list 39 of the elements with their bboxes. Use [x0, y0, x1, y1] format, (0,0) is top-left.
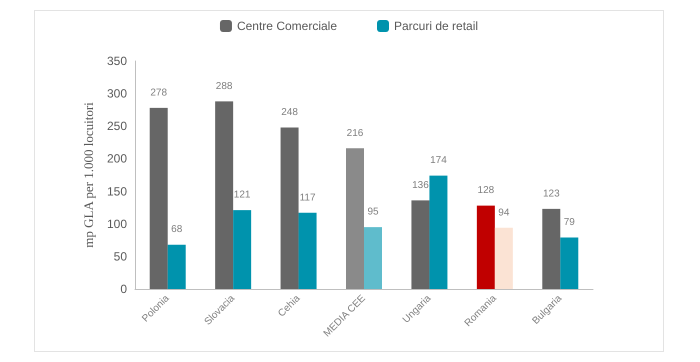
data-label: 136 [412, 180, 430, 191]
y-axis-title: mp GLA per 1.000 locuitori [81, 102, 96, 248]
bar [411, 200, 430, 289]
data-label: 121 [234, 190, 251, 201]
bar [494, 228, 513, 289]
bar [542, 208, 560, 289]
data-label: 68 [171, 224, 183, 236]
bar [560, 238, 578, 289]
y-tick-label: 350 [106, 54, 128, 68]
data-label: 123 [542, 188, 560, 200]
data-label: 117 [300, 192, 316, 204]
y-tick-label: 150 [106, 184, 128, 198]
legend-label: Parcuri de retail [394, 19, 478, 33]
y-tick-label: 100 [106, 216, 128, 231]
y-tick-label: 200 [106, 152, 128, 166]
bar [364, 227, 382, 289]
bar [476, 206, 495, 289]
y-tick-label: 50 [114, 249, 128, 264]
data-label: 216 [346, 128, 364, 139]
bar [280, 127, 299, 289]
y-tick-label: 300 [106, 86, 128, 101]
bar [346, 148, 364, 289]
data-label: 288 [216, 80, 233, 92]
bar [429, 176, 448, 289]
y-tick-label: 0 [120, 282, 128, 296]
legend-label: Centre Comerciale [236, 19, 338, 33]
data-label: 278 [150, 87, 168, 98]
data-label: 248 [281, 106, 298, 118]
bar [215, 101, 234, 289]
y-tick-label: 250 [106, 119, 128, 134]
data-label: 128 [478, 185, 495, 196]
bar [150, 108, 168, 289]
data-label: 79 [564, 217, 576, 228]
bar [233, 210, 252, 289]
data-label: 174 [430, 155, 448, 166]
data-label: 94 [498, 207, 510, 218]
data-label: 95 [367, 206, 379, 218]
bar [298, 212, 317, 289]
bar [168, 244, 186, 289]
